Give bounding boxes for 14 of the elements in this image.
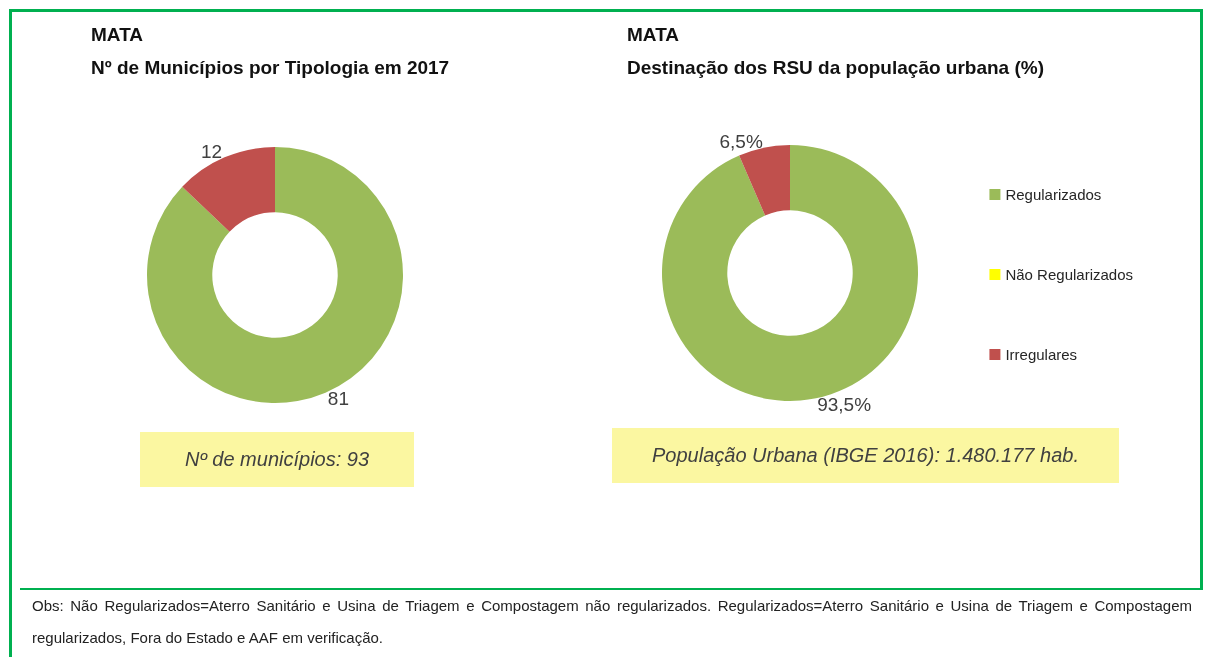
data-label: 6,5% [719, 131, 763, 153]
data-label: 81 [327, 387, 349, 409]
chart-subtitle: Destinação dos RSU da população urbana (%) [627, 57, 1045, 78]
legend-label: Irregulares [1005, 346, 1078, 363]
text: Nº de municípios: 93 [140, 432, 415, 487]
chart-title: MATA [627, 24, 680, 45]
chart-title: MATA [91, 24, 144, 45]
data-label: 12 [201, 141, 223, 163]
legend-label: Regularizados [1005, 186, 1102, 203]
text: População Urbana (IBGE 2016): 1.480.177 hab. [612, 428, 1119, 483]
data-label: 93,5% [817, 393, 872, 415]
chart-subtitle: Nº de Municípios por Tipologia em 2017 [91, 57, 450, 78]
legend-label: Não Regularizados [1005, 266, 1133, 283]
text: Obs: Não Regularizados=Aterro Sanitário e Usina de Triagem e Compostagem não regularizados. Regularizados=Aterro Sanitário e Usina de Triagem e Compostagem regularizados, Fora do Estado e AAF em verificação. [32, 596, 1192, 648]
